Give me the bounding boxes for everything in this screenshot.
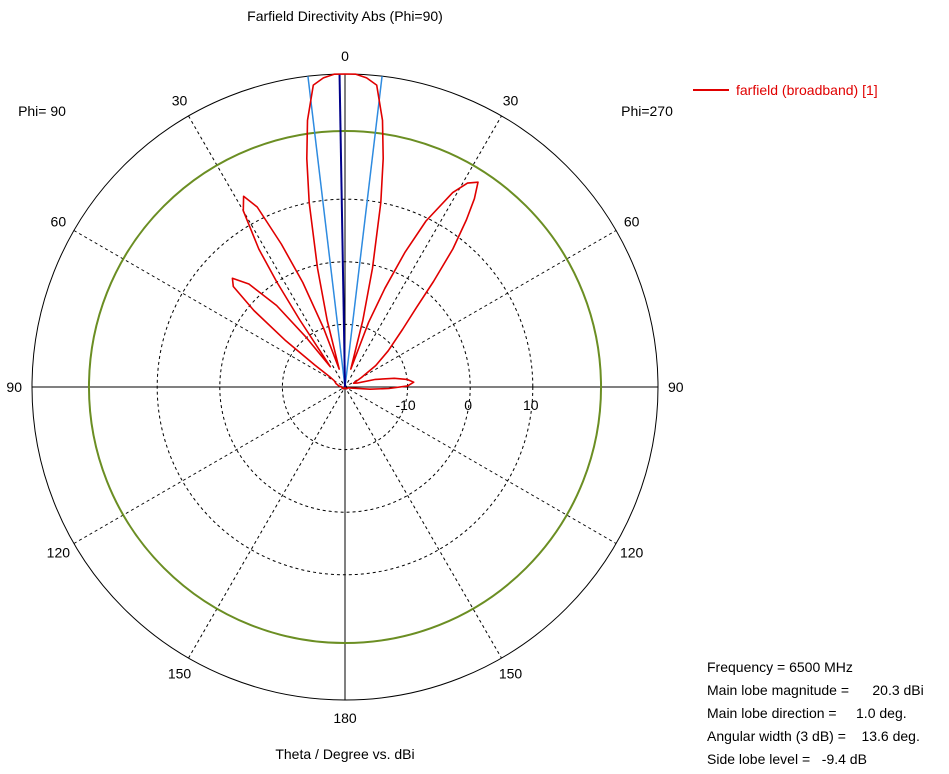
- radial-tick-label: 10: [523, 397, 539, 413]
- angle-tick-label: 60: [624, 214, 640, 230]
- angle-tick-label: 150: [168, 666, 192, 682]
- axis-labels: 0 30 60 90 120 150 180 30 60 90 120 150 -10 0 10 Phi= 9…: [6, 48, 683, 726]
- radial-tick-label: 0: [464, 397, 472, 413]
- chart-title: Farfield Directivity Abs (Phi=90): [247, 8, 443, 24]
- angle-tick-label: 30: [172, 92, 188, 108]
- farfield-info-panel: Frequency = 6500 MHz Main lobe magnitude…: [707, 656, 924, 771]
- angle-tick-label: 60: [51, 214, 67, 230]
- legend-label: farfield (broadband) [1]: [736, 82, 878, 98]
- angle-tick-label: 180: [333, 710, 357, 726]
- legend: farfield (broadband) [1]: [693, 82, 878, 98]
- main-lobe-magnitude-text: Main lobe magnitude = 20.3 dBi: [707, 682, 924, 698]
- legend-swatch: [693, 89, 729, 91]
- angle-tick-label: 150: [499, 666, 523, 682]
- phi-left-label: Phi= 90: [18, 103, 66, 119]
- angular-width-text: Angular width (3 dB) = 13.6 deg.: [707, 728, 920, 744]
- x-axis-label: Theta / Degree vs. dBi: [275, 746, 415, 762]
- phi-right-label: Phi=270: [621, 103, 673, 119]
- radial-tick-label: -10: [395, 397, 415, 413]
- angle-tick-label: 30: [503, 92, 519, 108]
- frequency-text: Frequency = 6500 MHz: [707, 659, 853, 675]
- angle-tick-label: 0: [341, 48, 349, 64]
- angle-tick-label: 90: [668, 379, 684, 395]
- side-lobe-level-text: Side lobe level = -9.4 dB: [707, 751, 867, 767]
- series-line: [231, 73, 479, 390]
- chart-marks: [87, 73, 603, 645]
- main-lobe-direction-text: Main lobe direction = 1.0 deg.: [707, 705, 907, 721]
- angle-tick-label: 120: [620, 545, 644, 561]
- beam-width-line: [344, 76, 383, 388]
- beam-width-line: [307, 76, 346, 388]
- main-direction-line: [338, 74, 346, 388]
- main-lobe-circle: [87, 129, 603, 645]
- angle-tick-label: 90: [6, 379, 22, 395]
- angle-tick-label: 120: [47, 545, 71, 561]
